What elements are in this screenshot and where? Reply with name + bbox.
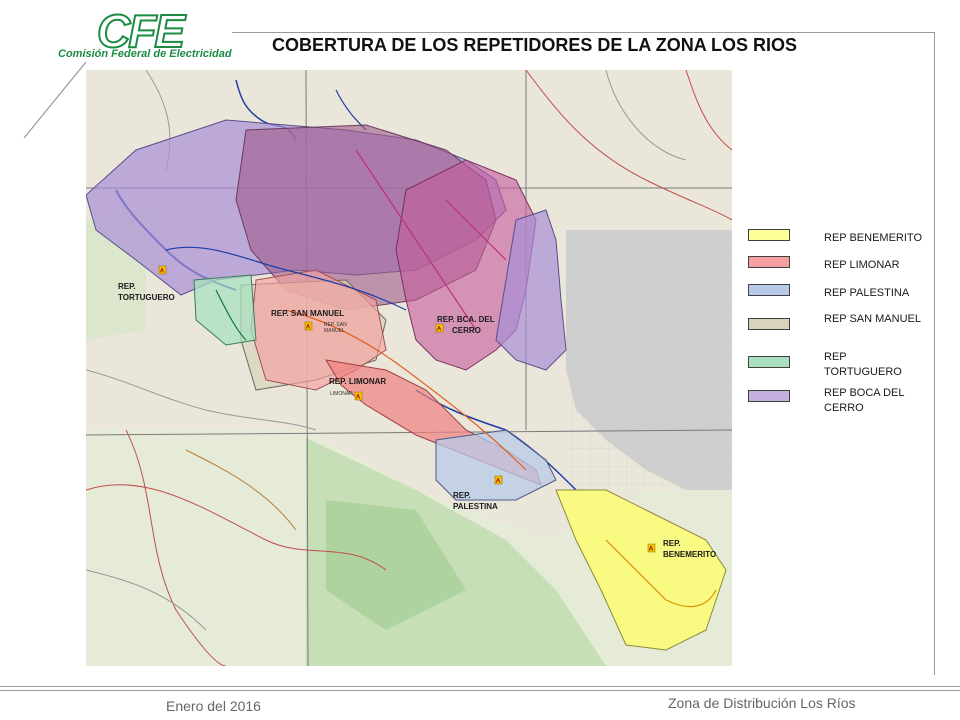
marker-boca-del-cerro: A (435, 323, 444, 333)
frame-line-right (934, 32, 935, 675)
marker-benemerito: A (647, 543, 656, 553)
label-san-manuel-small-1: REP. SAN (324, 322, 347, 328)
logo-company-name: Comisión Federal de Electricidad (58, 48, 232, 60)
marker-tortuguero: A (158, 265, 167, 275)
map-labels: REP. TORTUGUERO REP. SAN MANUEL REP. SAN… (118, 282, 716, 559)
marker-limonar: A (354, 391, 363, 401)
frame-line-top (232, 32, 935, 33)
label-boca-cerro-1: REP. BCA. DEL (437, 315, 495, 324)
footer-zone: Zona de Distribución Los Ríos (668, 695, 856, 711)
distribution-lines (165, 149, 717, 608)
page-title: COBERTURA DE LOS REPETIDORES DE LA ZONA … (272, 35, 798, 55)
label-palestina-1: REP. (453, 491, 471, 500)
label-tortuguero-2: TORTUGUERO (118, 293, 175, 302)
label-boca-cerro-2: CERRO (452, 326, 481, 335)
dense-forest-area (326, 500, 466, 630)
svg-text:A: A (496, 479, 501, 485)
legend-label-benemerito: REP BENEMERITO (824, 232, 923, 244)
svg-text:A: A (437, 327, 442, 333)
marker-san-manuel: A (304, 321, 313, 331)
label-benemerito-2: BENEMERITO (663, 550, 716, 559)
legend-swatch-palestina (748, 284, 790, 296)
legend-label-limonar: REP LIMONAR (824, 259, 900, 271)
label-limonar: REP. LIMONAR (329, 377, 386, 386)
cfe-logo: CFE Comisión Federal de Electricidad (52, 5, 232, 66)
legend-swatch-san-manuel (748, 318, 790, 330)
coverage-zones (86, 119, 727, 651)
coverage-map: A A A A A A REP. TORTUGUERO REP. SAN MAN… (86, 70, 732, 666)
legend-label-palestina: REP PALESTINA (824, 287, 910, 299)
legend-swatch-boca-del-cerro (748, 390, 790, 402)
legend-swatch-tortuguero (748, 356, 790, 368)
legend-label-boca-del-cerro: REP BOCA DEL CERRO (824, 387, 905, 414)
zone-boca-del-cerro-east (495, 209, 567, 371)
zone-palestina (435, 429, 557, 501)
legend-swatch-benemerito (748, 229, 790, 241)
label-benemerito-1: REP. (663, 539, 681, 548)
marker-palestina: A (494, 475, 503, 485)
zone-benemerito (555, 489, 727, 651)
svg-text:A: A (356, 395, 361, 401)
legend-swatch-limonar (748, 256, 790, 268)
legend-label-tortuguero: REP TORTUGUERO (824, 351, 902, 378)
svg-text:A: A (306, 325, 311, 331)
coverage-map-svg: A A A A A A REP. TORTUGUERO REP. SAN MAN… (86, 70, 732, 666)
frame-diagonal (23, 61, 87, 139)
sheet-line-2 (86, 429, 732, 436)
zone-tortuguero (193, 274, 257, 346)
label-san-manuel-small-2: MANUEL (324, 328, 345, 334)
label-tortuguero-1: REP. (118, 282, 136, 291)
svg-text:A: A (160, 269, 165, 275)
logo-mark: CFE (96, 5, 186, 57)
repeater-markers: A A A A A A (158, 265, 656, 553)
legend-label-san-manuel: REP SAN MANUEL (824, 313, 921, 325)
frame-line-bottom-2 (0, 690, 960, 691)
svg-text:A: A (649, 547, 654, 553)
label-limonar-small: LIMONAR (330, 391, 353, 397)
frame-line-bottom-1 (0, 686, 960, 687)
label-palestina-2: PALESTINA (453, 502, 498, 511)
neighbor-grid (566, 230, 732, 490)
label-san-manuel: REP. SAN MANUEL (271, 309, 344, 318)
footer-date: Enero del 2016 (166, 698, 261, 714)
